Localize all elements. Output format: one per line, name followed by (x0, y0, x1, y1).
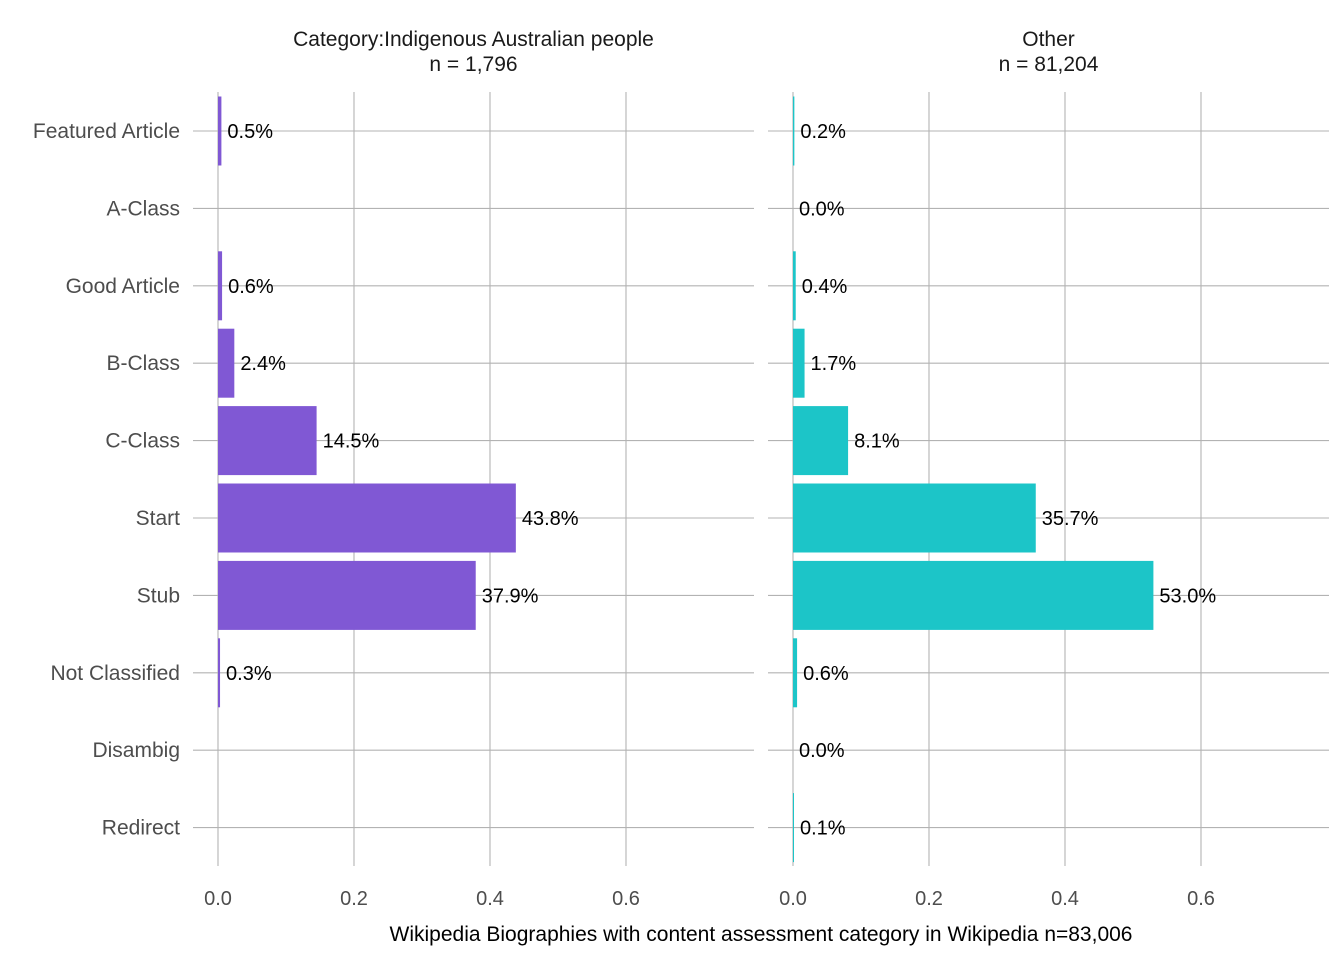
y-category-label: Stub (137, 584, 180, 607)
bar-good-article (793, 251, 796, 321)
bar-stub (218, 560, 476, 630)
x-tick-label: 0.4 (1051, 888, 1079, 910)
bar-value-label: 14.5% (323, 431, 380, 453)
panel-strip-title: Category:Indigenous Australian people (293, 28, 654, 51)
bar-start (218, 483, 516, 553)
x-tick-label: 0.0 (779, 888, 807, 910)
bar-value-label: 43.8% (522, 508, 579, 530)
bar-value-label: 1.7% (811, 353, 857, 375)
bar-b-class (218, 328, 235, 398)
bar-start (793, 483, 1036, 553)
bar-value-label: 8.1% (854, 431, 900, 453)
bar-b-class (793, 328, 805, 398)
bar-value-label: 0.6% (228, 276, 274, 298)
y-category-label: Good Article (66, 275, 180, 298)
bar-value-label: 0.0% (799, 198, 845, 220)
y-category-label: C-Class (105, 430, 180, 453)
bar-good-article (218, 251, 223, 321)
panel-strip-subtitle: n = 1,796 (429, 53, 517, 76)
bar-value-label: 0.6% (803, 663, 849, 685)
y-category-label: Redirect (102, 817, 180, 840)
bar-c-class (218, 406, 317, 476)
bar-stub (793, 560, 1154, 630)
x-tick-label: 0.2 (915, 888, 943, 910)
y-category-label: Not Classified (50, 662, 180, 685)
bar-layer (218, 96, 1154, 863)
bar-value-label: 53.0% (1159, 585, 1216, 607)
bar-value-label: 0.5% (227, 121, 273, 143)
bar-value-label: 0.3% (226, 663, 272, 685)
y-category-label: Disambig (92, 739, 180, 762)
bar-value-label: 37.9% (482, 585, 539, 607)
x-tick-label: 0.2 (340, 888, 368, 910)
bar-c-class (793, 406, 849, 476)
x-tick-label: 0.6 (1187, 888, 1215, 910)
bar-value-label: 0.2% (800, 121, 846, 143)
x-axis-title: Wikipedia Biographies with content asses… (390, 923, 1133, 946)
bar-not-classified (218, 638, 221, 708)
y-category-label: Start (136, 507, 181, 530)
bar-featured-article (218, 96, 222, 166)
x-tick-label: 0.6 (612, 888, 640, 910)
text-layer: 0.0 0.2 0.4 0.6 0.5% 0.6% 2.4% 14.5% 43.8% 37.9% 0… (33, 28, 1216, 946)
y-category-label: A-Class (106, 197, 180, 220)
grid-layer (193, 92, 1329, 866)
y-category-label: B-Class (106, 352, 180, 375)
bar-value-label: 0.1% (800, 818, 846, 840)
bar-value-label: 2.4% (240, 353, 286, 375)
x-tick-label: 0.4 (476, 888, 504, 910)
panel-strip-subtitle: n = 81,204 (999, 53, 1099, 76)
bar-value-label: 35.7% (1042, 508, 1099, 530)
bar-featured-article (793, 96, 795, 166)
y-category-label: Featured Article (33, 120, 180, 143)
bar-not-classified (793, 638, 798, 708)
bar-value-label: 0.4% (802, 276, 848, 298)
bar-value-label: 0.0% (799, 740, 845, 762)
bar-redirect (793, 793, 794, 863)
panel-strip-title: Other (1022, 28, 1075, 51)
x-tick-label: 0.0 (204, 888, 232, 910)
